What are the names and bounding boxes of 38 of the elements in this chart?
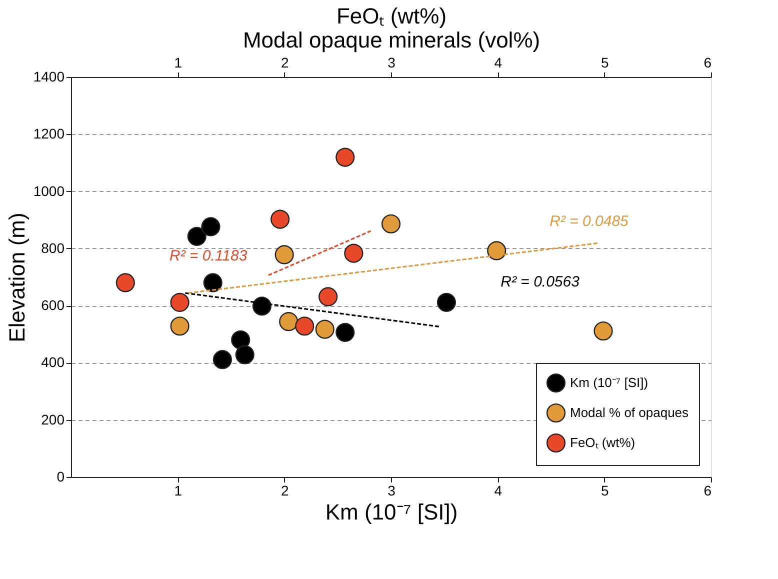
legend-label: Modal % of opaques xyxy=(570,405,690,420)
point xyxy=(436,292,456,312)
y-tick-label: 1400 xyxy=(33,68,65,84)
x-tick-label: 6 xyxy=(704,482,712,498)
y-tick-label: 600 xyxy=(41,297,65,314)
x-axis-title: Km (10⁻⁷ [SI]) xyxy=(325,500,458,524)
x2-tick-label: 2 xyxy=(280,54,289,70)
annotation: R² = 0.1183 xyxy=(169,247,248,264)
point xyxy=(187,226,206,246)
y-axis-title: Elevation (m) xyxy=(4,212,30,342)
point xyxy=(231,330,250,350)
x-tick-label: 3 xyxy=(388,482,396,498)
y-tick-label: 400 xyxy=(41,354,65,370)
x2-tick-label: 5 xyxy=(600,54,609,70)
point xyxy=(203,273,222,292)
x2-tick-label: 6 xyxy=(704,54,712,70)
x-tick-label: 1 xyxy=(174,482,182,498)
x-tick-label: 4 xyxy=(494,482,502,498)
y-tick-label: 800 xyxy=(41,240,65,256)
y-tick-label: 0 xyxy=(56,468,65,484)
x2-tick-label: 1 xyxy=(174,54,182,70)
point xyxy=(336,322,355,342)
legend-label: Km (10⁻⁷ [SI]) xyxy=(570,375,648,390)
legend-label: FeOₜ (wt%) xyxy=(570,435,636,450)
y-tick-label: 1200 xyxy=(33,126,65,142)
annotation: R² = 0.0485 xyxy=(550,213,630,230)
point xyxy=(201,217,220,236)
y-tick-label: 1000 xyxy=(33,182,65,199)
point xyxy=(235,345,254,364)
point xyxy=(212,350,232,370)
annotation: R² = 0.0563 xyxy=(500,274,580,291)
y-tick-label: 200 xyxy=(41,411,65,428)
x2-tick-label: 3 xyxy=(388,54,396,70)
x-tick-label: 2 xyxy=(280,482,289,498)
x2-axis-title: FeOₜ (wt%) Modal opaque minerals (vol%) xyxy=(242,4,540,52)
x-tick-label: 5 xyxy=(600,482,609,498)
x2-tick-label: 4 xyxy=(494,54,502,70)
point xyxy=(252,296,272,316)
